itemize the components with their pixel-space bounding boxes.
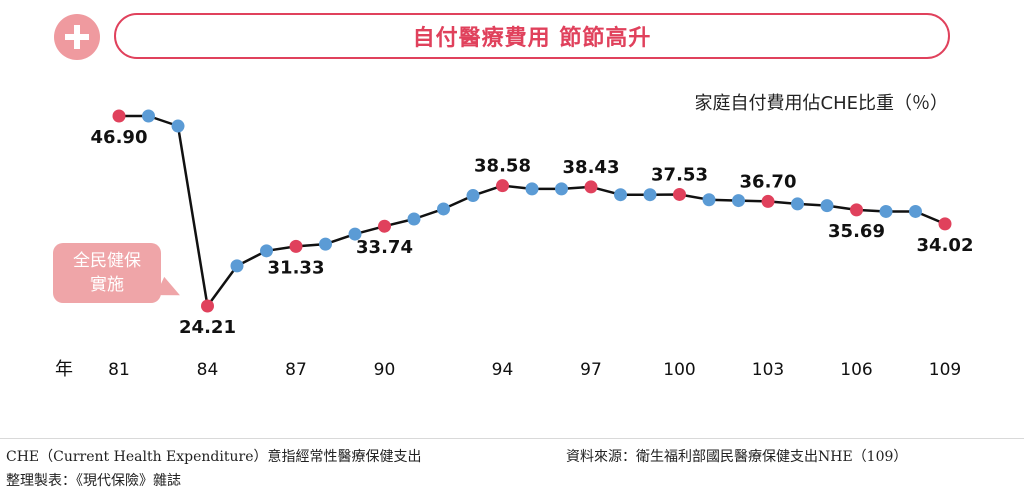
data-point xyxy=(319,237,332,251)
x-tick-layer: 年 81 84 87 90 94 97 100 103 106 109 xyxy=(55,359,961,380)
data-point xyxy=(761,194,775,208)
data-label-layer: 46.90 24.21 31.33 33.74 38.58 38.43 37.53 36.70… xyxy=(91,127,974,338)
data-point xyxy=(378,219,391,233)
data-point xyxy=(643,188,657,202)
data-point xyxy=(673,187,686,201)
footer-source: 資料來源：衛生福利部國民醫療保健支出NHE（109） xyxy=(566,449,908,465)
data-point xyxy=(525,182,539,196)
data-point xyxy=(820,199,834,213)
data-point xyxy=(230,259,244,273)
data-point xyxy=(171,119,185,133)
data-label: 46.90 xyxy=(91,127,148,148)
data-point xyxy=(791,197,804,211)
data-label: 24.21 xyxy=(179,317,236,338)
x-tick-label: 87 xyxy=(285,360,307,380)
data-label: 34.02 xyxy=(917,235,974,256)
data-label: 35.69 xyxy=(828,221,885,242)
data-point xyxy=(466,189,480,203)
data-point xyxy=(702,193,716,207)
series-line-layer xyxy=(119,114,946,308)
data-point xyxy=(142,109,155,123)
data-point xyxy=(112,109,126,123)
x-tick-label: 84 xyxy=(197,360,219,380)
x-tick-label: 90 xyxy=(374,360,396,380)
data-point xyxy=(289,239,303,253)
data-point xyxy=(584,180,598,194)
callout-line1: 全民健保 xyxy=(73,251,141,271)
data-point xyxy=(201,299,214,313)
data-point xyxy=(909,204,922,218)
data-point xyxy=(407,212,421,226)
line-chart: 46.90 24.21 31.33 33.74 38.58 38.43 37.53 36.70… xyxy=(55,109,974,380)
data-point xyxy=(850,203,863,217)
data-point xyxy=(732,194,745,208)
data-label: 36.70 xyxy=(740,171,797,192)
series-line xyxy=(119,114,946,308)
data-label: 33.74 xyxy=(356,237,413,258)
nhi-callout: 全民健保 實施 xyxy=(53,243,161,303)
plus-icon xyxy=(54,14,100,60)
data-label: 38.43 xyxy=(563,157,620,178)
title-banner: 自付醫療費用 節節高升 xyxy=(114,13,950,59)
x-tick-label: 103 xyxy=(752,360,784,380)
x-tick-label: 106 xyxy=(840,360,872,380)
data-point xyxy=(938,217,952,231)
data-point xyxy=(437,202,450,216)
x-axis-label: 年 xyxy=(55,359,73,380)
x-tick-label: 109 xyxy=(929,360,961,380)
page-title: 自付醫療費用 節節高升 xyxy=(412,26,652,51)
chart-subtitle: 家庭自付費用佔CHE比重（％） xyxy=(694,93,948,114)
data-point xyxy=(348,227,362,241)
data-label: 31.33 xyxy=(268,257,325,278)
callout-line2: 實施 xyxy=(90,275,124,295)
data-point xyxy=(614,188,627,202)
x-tick-label: 94 xyxy=(492,360,514,380)
data-point xyxy=(496,179,509,193)
footer-divider xyxy=(0,438,1024,439)
data-point xyxy=(260,244,273,258)
footer-maker: 整理製表：《現代保險》雜誌 xyxy=(6,473,181,489)
x-tick-label: 100 xyxy=(663,360,695,380)
data-label: 37.53 xyxy=(651,164,708,185)
x-tick-label: 81 xyxy=(108,360,130,380)
footer-note: CHE（Current Health Expenditure）意指經常性醫療保健… xyxy=(6,449,422,465)
x-tick-label: 97 xyxy=(580,360,602,380)
data-point xyxy=(879,204,893,218)
data-point-layer xyxy=(112,109,952,313)
data-label: 38.58 xyxy=(474,156,531,177)
data-point xyxy=(555,182,568,196)
